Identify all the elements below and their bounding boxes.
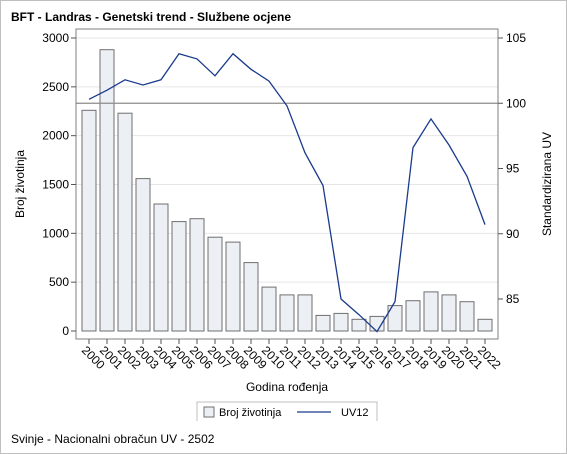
bar-2021 bbox=[459, 301, 475, 332]
bar-2022 bbox=[477, 318, 493, 332]
bar-2004 bbox=[153, 203, 169, 332]
legend-box bbox=[196, 401, 378, 421]
chart-title: BFT - Landras - Genetski trend - Služben… bbox=[11, 10, 292, 24]
line-layer bbox=[76, 52, 498, 333]
bar-2019 bbox=[423, 291, 439, 332]
left-tick-label: 500 bbox=[49, 275, 69, 289]
legend-bar-swatch bbox=[203, 406, 215, 418]
bar-2005 bbox=[171, 221, 187, 332]
bar-2007 bbox=[207, 236, 223, 332]
left-tick-label: 3000 bbox=[42, 31, 69, 45]
bar-2006 bbox=[189, 218, 205, 332]
chart-svg: 0500100015002000250030008590951001052000… bbox=[13, 28, 554, 421]
grid-layer bbox=[76, 37, 498, 283]
axis-layer bbox=[71, 28, 503, 344]
bar-2000 bbox=[81, 109, 97, 332]
bar-2009 bbox=[243, 262, 259, 332]
left-tick-label: 1500 bbox=[42, 178, 69, 192]
right-tick-label: 100 bbox=[506, 96, 526, 110]
left-tick-label: 2000 bbox=[42, 129, 69, 143]
bar-2012 bbox=[297, 294, 313, 332]
bar-2017 bbox=[387, 305, 403, 332]
legend-bar-label: Broj životinja bbox=[219, 407, 282, 419]
bar-2015 bbox=[351, 318, 367, 332]
bar-2010 bbox=[261, 286, 277, 332]
bar-2011 bbox=[279, 294, 295, 332]
left-tick-label: 0 bbox=[62, 324, 69, 338]
bar-2008 bbox=[225, 241, 241, 332]
legend-line-label: UV12 bbox=[341, 407, 369, 419]
right-tick-label: 85 bbox=[506, 292, 520, 306]
x-axis-title: Godina rođenja bbox=[246, 380, 328, 394]
bar-2002 bbox=[117, 112, 133, 332]
bar-2003 bbox=[135, 178, 151, 332]
legend-layer: Broj životinja UV12 bbox=[196, 401, 378, 421]
right-axis-title: Standardizirana UV bbox=[540, 132, 554, 236]
bar-2018 bbox=[405, 300, 421, 332]
series-line-uv12 bbox=[88, 52, 486, 333]
left-axis-title: Broj životinja bbox=[13, 150, 27, 218]
bar-2014 bbox=[333, 312, 349, 332]
right-tick-label: 105 bbox=[506, 31, 526, 45]
bar-2001 bbox=[99, 49, 115, 332]
bar-2013 bbox=[315, 314, 331, 332]
right-tick-label: 95 bbox=[506, 162, 520, 176]
bar-layer bbox=[81, 49, 493, 332]
right-tick-label: 90 bbox=[506, 227, 520, 241]
left-tick-label: 2500 bbox=[42, 80, 69, 94]
label-layer: 0500100015002000250030008590951001052000… bbox=[13, 31, 554, 394]
bar-2020 bbox=[441, 294, 457, 332]
left-tick-label: 1000 bbox=[42, 226, 69, 240]
chart-footnote: Svinje - Nacionalni obračun UV - 2502 bbox=[11, 432, 215, 446]
